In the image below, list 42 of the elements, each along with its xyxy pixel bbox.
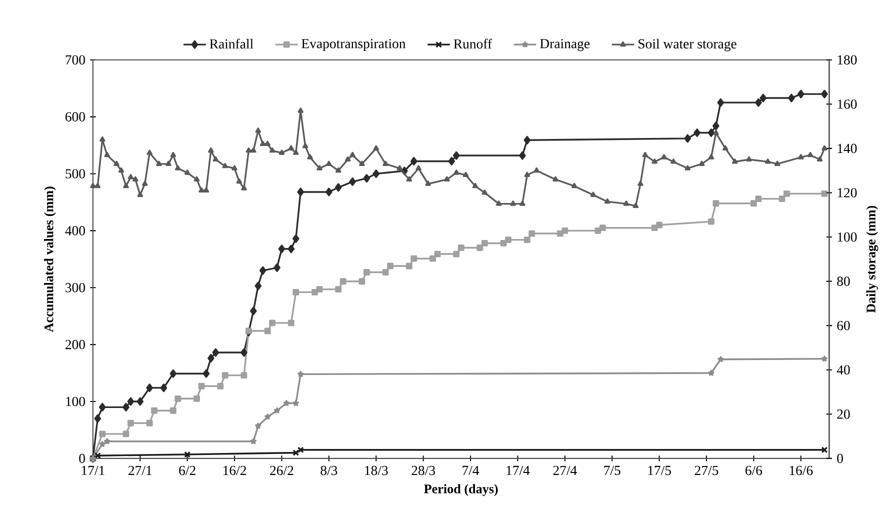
x-axis-title: Period (days) [424,484,498,496]
y2-tick-label: 180 [838,55,857,64]
legend-label: Runoff [454,38,492,48]
y2-tick-label: 60 [837,320,850,330]
x-tick-label: 16/6 [790,466,813,475]
x-tick-label: 17/5 [648,466,671,475]
y-tick-label: 0 [79,454,85,463]
y2-tick-label: 100 [838,232,857,242]
x-tick-label: 28/3 [412,466,435,475]
x-tick-label: 16/2 [224,466,246,475]
legend-label: Drainage [540,38,590,51]
y-tick-label: 200 [66,340,85,350]
y-tick-label: 300 [66,282,85,292]
x-tick-label: 18/3 [365,466,388,475]
x-tick-label: 27/5 [694,466,718,475]
legend-label: Soil water storage [638,38,736,52]
x-tick-label: 7/5 [604,466,620,475]
legend-label: Rainfall [210,38,254,48]
x-tick-label: 17/4 [506,466,530,475]
y-axis-title: Accumulated values (mm) [44,186,56,332]
x-tick-label: 27/1 [128,466,152,475]
y-tick-label: 500 [66,168,85,178]
y2-tick-label: 140 [838,144,857,153]
y2-tick-label: 80 [837,276,850,286]
x-tick-label: 6/6 [746,466,762,475]
x-tick-label: 26/2 [270,466,294,475]
x-tick-label: 8/3 [320,466,338,475]
x-tick-label: 17/1 [82,466,104,475]
y2-tick-label: 160 [838,99,857,109]
y-tick-label: 400 [65,226,85,236]
legend-label: Evapotranspiration [302,38,406,51]
y2-tick-label: 40 [836,365,850,374]
y2-tick-label: 20 [837,409,850,419]
y2-axis-title: Daily storage (mm) [866,206,878,313]
y-tick-label: 700 [66,55,85,64]
y-tick-label: 100 [66,396,85,406]
y-tick-label: 600 [66,112,85,122]
y2-tick-label: 120 [838,188,857,198]
x-tick-label: 7/4 [462,466,480,475]
y2-tick-label: 0 [837,454,843,463]
x-tick-label: 6/2 [179,466,196,475]
x-tick-label: 27/4 [553,466,577,475]
